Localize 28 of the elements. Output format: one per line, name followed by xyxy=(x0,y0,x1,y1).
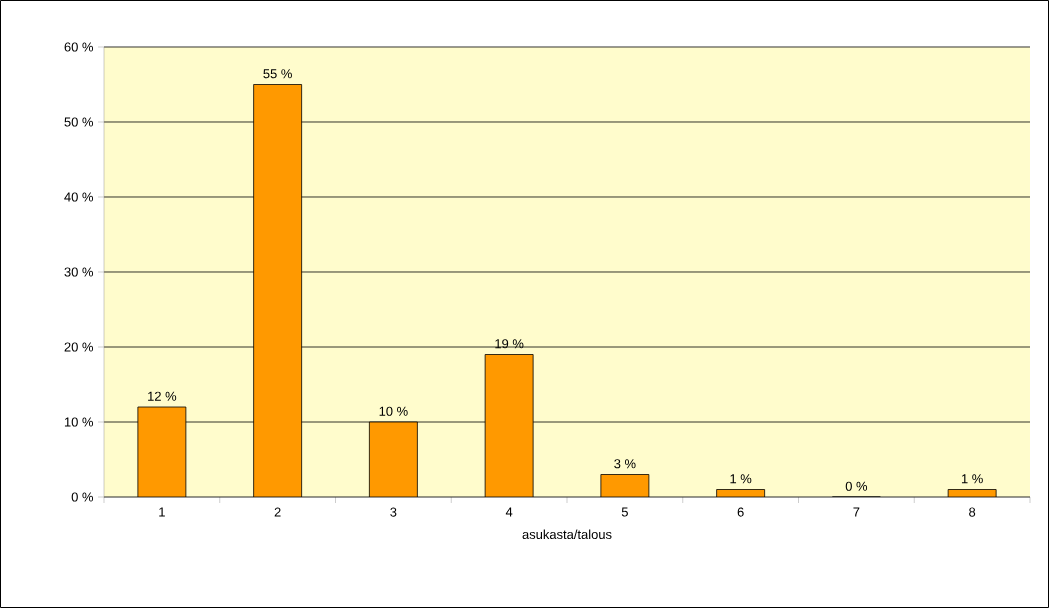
bar xyxy=(253,84,303,497)
x-tick-label: 3 xyxy=(390,507,397,517)
data-label: 12 % xyxy=(148,391,177,401)
data-label: 10 % xyxy=(379,406,408,416)
data-label: 3 % xyxy=(614,459,636,469)
x-tick-label: 1 xyxy=(159,507,165,517)
data-label: 0 % xyxy=(845,481,868,491)
data-label: 19 % xyxy=(495,339,524,349)
y-tick-label: 60 % xyxy=(64,42,94,52)
bar xyxy=(368,421,418,497)
x-tick-label: 7 xyxy=(853,507,860,517)
x-tick-label: 8 xyxy=(969,507,976,517)
y-tick-label: 0 % xyxy=(71,492,94,502)
x-tick-label: 2 xyxy=(274,507,281,517)
x-axis-title: asukasta/talous xyxy=(522,529,612,540)
y-tick-label: 50 % xyxy=(64,117,94,127)
data-label: 55 % xyxy=(263,69,292,79)
y-tick-label: 10 % xyxy=(64,417,94,427)
y-tick-label: 20 % xyxy=(64,342,94,352)
y-tick-label: 30 % xyxy=(64,267,94,277)
y-tick-label: 40 % xyxy=(64,192,94,202)
bar xyxy=(137,406,187,497)
data-label: 1 % xyxy=(961,474,983,484)
x-tick-label: 6 xyxy=(737,507,744,517)
bar xyxy=(484,354,534,497)
x-tick-label: 4 xyxy=(505,507,513,517)
x-tick-label: 5 xyxy=(621,507,628,517)
data-label: 1 % xyxy=(730,474,752,484)
